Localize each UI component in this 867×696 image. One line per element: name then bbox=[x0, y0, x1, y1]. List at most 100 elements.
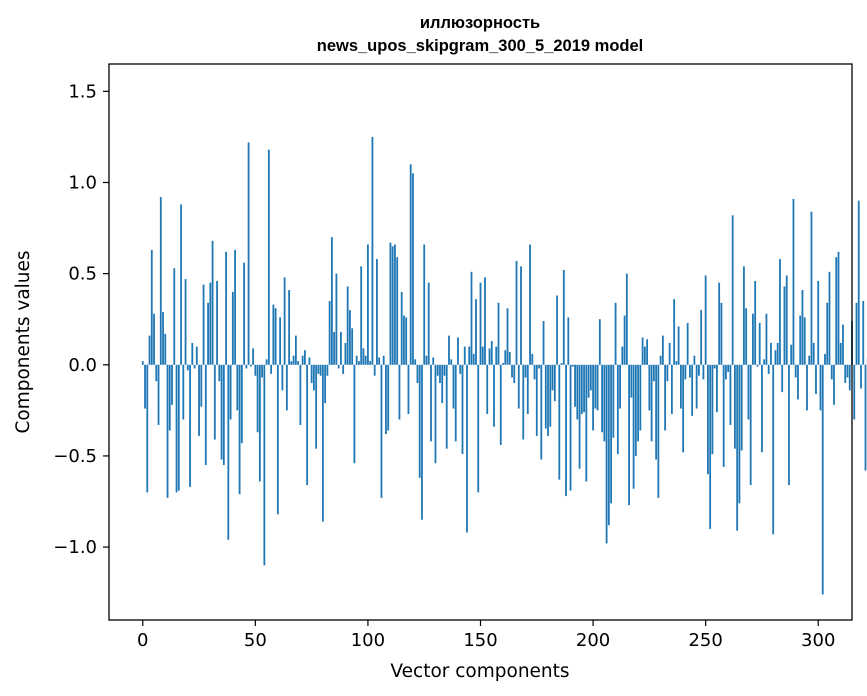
bar-319 bbox=[860, 364, 862, 389]
bar-130 bbox=[434, 364, 437, 464]
bar-259 bbox=[725, 364, 727, 380]
bar-289 bbox=[792, 198, 795, 365]
bar-11 bbox=[166, 364, 169, 498]
bar-257 bbox=[720, 302, 723, 365]
bar-198 bbox=[587, 364, 590, 398]
bar-292 bbox=[799, 315, 802, 365]
bar-290 bbox=[794, 364, 797, 378]
bar-142 bbox=[461, 364, 464, 455]
y-axis: −1.0 −0.5 0.0 0.5 1.0 1.5 bbox=[53, 81, 109, 558]
bar-34 bbox=[218, 364, 221, 382]
bar-143 bbox=[463, 346, 466, 365]
bar-244 bbox=[691, 364, 694, 416]
bar-299 bbox=[815, 364, 817, 394]
bar-17 bbox=[180, 204, 182, 365]
bar-206 bbox=[605, 364, 608, 544]
bar-209 bbox=[612, 364, 615, 438]
y-tick-label: 0.0 bbox=[68, 355, 97, 376]
bar-1 bbox=[144, 364, 146, 409]
bar-310 bbox=[839, 342, 842, 365]
bar-103 bbox=[373, 364, 376, 376]
bar-291 bbox=[797, 364, 799, 400]
bar-166 bbox=[515, 260, 518, 365]
bar-318 bbox=[857, 200, 860, 365]
bar-153 bbox=[486, 364, 489, 415]
bar-69 bbox=[297, 361, 300, 365]
bar-74 bbox=[308, 357, 311, 365]
x-axis: 0 50 100 150 200 250 300 bbox=[137, 620, 835, 651]
x-tick-label: 100 bbox=[351, 630, 385, 651]
bar-284 bbox=[781, 364, 784, 393]
bar-273 bbox=[756, 364, 759, 367]
bar-283 bbox=[779, 259, 781, 365]
bar-152 bbox=[484, 277, 486, 365]
bar-94 bbox=[353, 364, 356, 464]
bar-247 bbox=[698, 364, 700, 376]
bar-181 bbox=[549, 364, 552, 427]
bar-79 bbox=[319, 364, 322, 376]
bar-85 bbox=[333, 331, 336, 365]
bar-119 bbox=[409, 164, 412, 365]
bar-213 bbox=[621, 346, 624, 365]
bar-177 bbox=[540, 364, 543, 460]
bar-220 bbox=[637, 364, 640, 442]
bar-270 bbox=[749, 364, 752, 486]
bar-144 bbox=[466, 364, 468, 533]
bar-113 bbox=[396, 257, 399, 365]
bar-204 bbox=[601, 364, 603, 433]
bar-191 bbox=[571, 364, 574, 367]
bar-167 bbox=[517, 364, 520, 409]
bar-307 bbox=[833, 364, 835, 405]
x-tick-label: 250 bbox=[688, 630, 722, 651]
bar-306 bbox=[830, 364, 833, 380]
bar-132 bbox=[439, 364, 441, 384]
bar-197 bbox=[585, 364, 588, 482]
bar-287 bbox=[788, 364, 790, 486]
bar-260 bbox=[727, 364, 730, 373]
bar-210 bbox=[614, 302, 617, 365]
bar-32 bbox=[213, 364, 216, 440]
bar-66 bbox=[290, 361, 293, 365]
bar-128 bbox=[430, 364, 432, 442]
bar-278 bbox=[767, 364, 770, 374]
bar-156 bbox=[493, 364, 495, 427]
bar-112 bbox=[394, 244, 396, 365]
bar-155 bbox=[490, 341, 493, 365]
bar-2 bbox=[146, 364, 149, 493]
bar-56 bbox=[267, 149, 270, 365]
x-tick-label: 50 bbox=[244, 630, 267, 651]
bar-33 bbox=[216, 280, 218, 365]
bar-295 bbox=[806, 364, 808, 411]
bar-234 bbox=[668, 342, 671, 365]
bar-250 bbox=[704, 275, 707, 365]
bar-78 bbox=[317, 364, 320, 374]
bar-285 bbox=[783, 286, 786, 365]
bar-189 bbox=[567, 317, 570, 365]
bar-42 bbox=[236, 364, 239, 411]
bar-40 bbox=[231, 291, 234, 365]
bar-233 bbox=[666, 364, 669, 382]
x-tick-label: 0 bbox=[137, 630, 148, 651]
bar-6 bbox=[155, 364, 158, 382]
bar-27 bbox=[202, 284, 205, 365]
bar-39 bbox=[229, 364, 232, 420]
bar-129 bbox=[432, 357, 435, 365]
bar-28 bbox=[204, 364, 207, 466]
bar-29 bbox=[207, 302, 209, 365]
bar-80 bbox=[321, 364, 324, 522]
bar-211 bbox=[616, 364, 619, 455]
bar-26 bbox=[200, 364, 203, 407]
bar-102 bbox=[371, 136, 374, 365]
bar-93 bbox=[351, 328, 354, 365]
bar-31 bbox=[211, 240, 214, 365]
bar-41 bbox=[234, 249, 236, 365]
bar-116 bbox=[403, 315, 405, 365]
bar-267 bbox=[743, 266, 745, 365]
bar-68 bbox=[294, 335, 297, 365]
bar-320 bbox=[862, 300, 865, 365]
y-tick-label: 1.0 bbox=[68, 172, 97, 193]
bar-171 bbox=[526, 364, 529, 415]
bar-20 bbox=[186, 364, 189, 371]
bar-293 bbox=[801, 290, 804, 365]
x-axis-label: Vector components bbox=[390, 661, 569, 682]
